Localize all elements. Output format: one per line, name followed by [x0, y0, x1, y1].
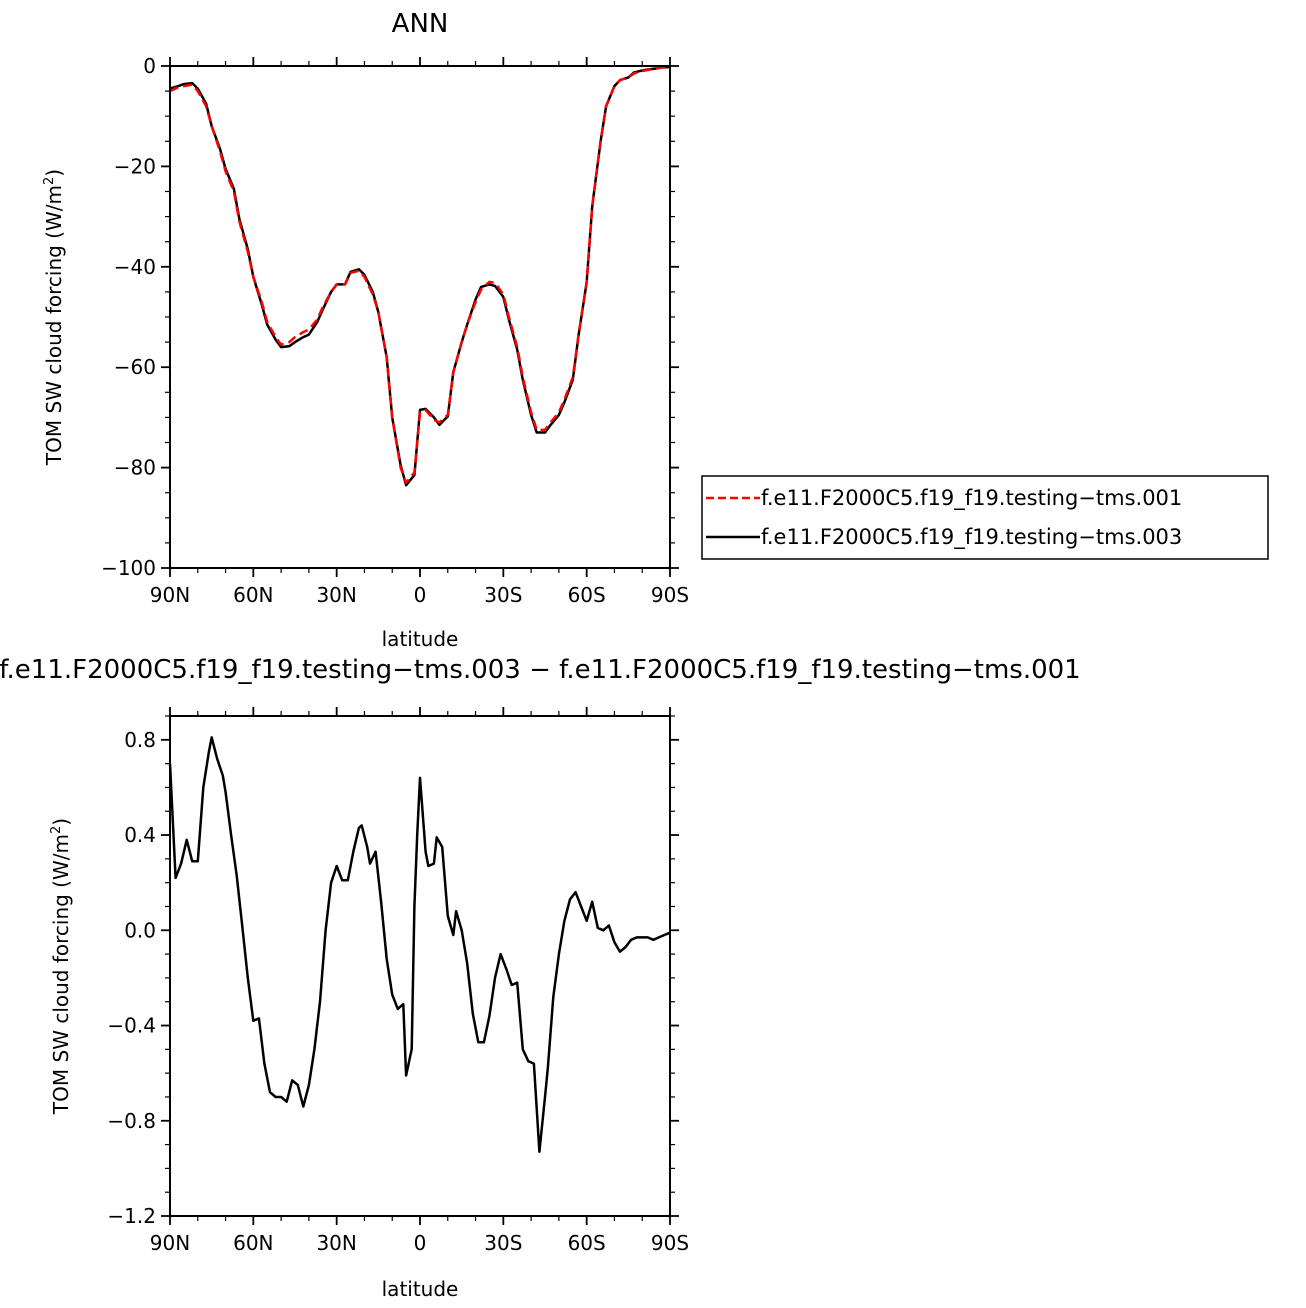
bottom-x-tick-label: 60N — [233, 1231, 273, 1255]
top-y-tick-label: −80 — [114, 456, 156, 480]
bottom-x-tick-label: 90N — [150, 1231, 190, 1255]
top-y-axis-label: TOM SW cloud forcing (W/m2) — [42, 169, 66, 466]
top-series-line-1 — [169, 65, 671, 484]
bottom-y-axis-label: TOM SW cloud forcing (W/m2) — [49, 818, 73, 1115]
top-x-tick-labels: 90N 60N 30N 0 30S 60S 90S — [150, 583, 689, 607]
bottom-x-tick-label: 30N — [316, 1231, 356, 1255]
top-x-tick-label: 0 — [414, 583, 427, 607]
top-y-tick-label: 0 — [143, 54, 156, 78]
bottom-x-axis-label: latitude — [382, 1277, 459, 1301]
top-y-tick-label: −60 — [114, 355, 156, 379]
top-x-axis-label: latitude — [382, 627, 459, 651]
bottom-series-group — [168, 736, 671, 1153]
top-plot-frame — [169, 65, 671, 569]
top-x-tick-label: 90S — [651, 583, 689, 607]
legend-entry-2: f.e11.F2000C5.f19_f19.testing−tms.003 — [761, 525, 1182, 550]
bottom-x-tick-labels: 90N 60N 30N 0 30S 60S 90S — [150, 1231, 689, 1255]
bottom-x-tick-label: 90S — [651, 1231, 689, 1255]
top-x-tick-label: 30S — [484, 583, 522, 607]
top-chart-title: ANN — [392, 9, 449, 39]
top-series-group — [169, 65, 671, 487]
legend-entry-1: f.e11.F2000C5.f19_f19.testing−tms.001 — [761, 486, 1182, 511]
bottom-chart-title: f.e11.F2000C5.f19_f19.testing−tms.003 − … — [0, 655, 1081, 685]
top-y-tick-label: −100 — [101, 556, 156, 580]
bottom-y-tick-label: −0.4 — [107, 1014, 156, 1038]
top-y-tick-label: −40 — [114, 255, 156, 279]
bottom-series-line-1 — [168, 736, 671, 1153]
top-series-line-2 — [169, 65, 671, 487]
legend-box — [701, 475, 1269, 560]
bottom-y-tick-label: 0.8 — [124, 728, 156, 752]
top-panel: ANN 90N 60N 30N 0 30S 60S 90S 0 −20 −40 −60 −80 −10… — [42, 9, 1269, 651]
legend: f.e11.F2000C5.f19_f19.testing−tms.001 f.… — [701, 475, 1269, 560]
top-x-tick-label: 30N — [316, 583, 356, 607]
bottom-y-tick-label: 0.4 — [124, 823, 156, 847]
top-y-tick-label: −20 — [114, 154, 156, 178]
top-y-tick-labels: 0 −20 −40 −60 −80 −100 — [101, 54, 156, 580]
bottom-y-tick-label: −1.2 — [107, 1204, 156, 1228]
bottom-y-tick-label: −0.8 — [107, 1109, 156, 1133]
bottom-y-tick-label: 0.0 — [124, 918, 156, 942]
bottom-panel: f.e11.F2000C5.f19_f19.testing−tms.003 − … — [0, 655, 1081, 1301]
top-x-tick-label: 60N — [233, 583, 273, 607]
bottom-x-tick-label: 60S — [568, 1231, 606, 1255]
bottom-x-tick-label: 0 — [414, 1231, 427, 1255]
top-x-tick-label: 60S — [568, 583, 606, 607]
top-ticks-group — [161, 57, 679, 577]
top-x-tick-label: 90N — [150, 583, 190, 607]
bottom-ticks-group — [161, 707, 679, 1225]
bottom-y-tick-labels: 0.8 0.4 0.0 −0.4 −0.8 −1.2 — [107, 728, 156, 1228]
bottom-x-tick-label: 30S — [484, 1231, 522, 1255]
